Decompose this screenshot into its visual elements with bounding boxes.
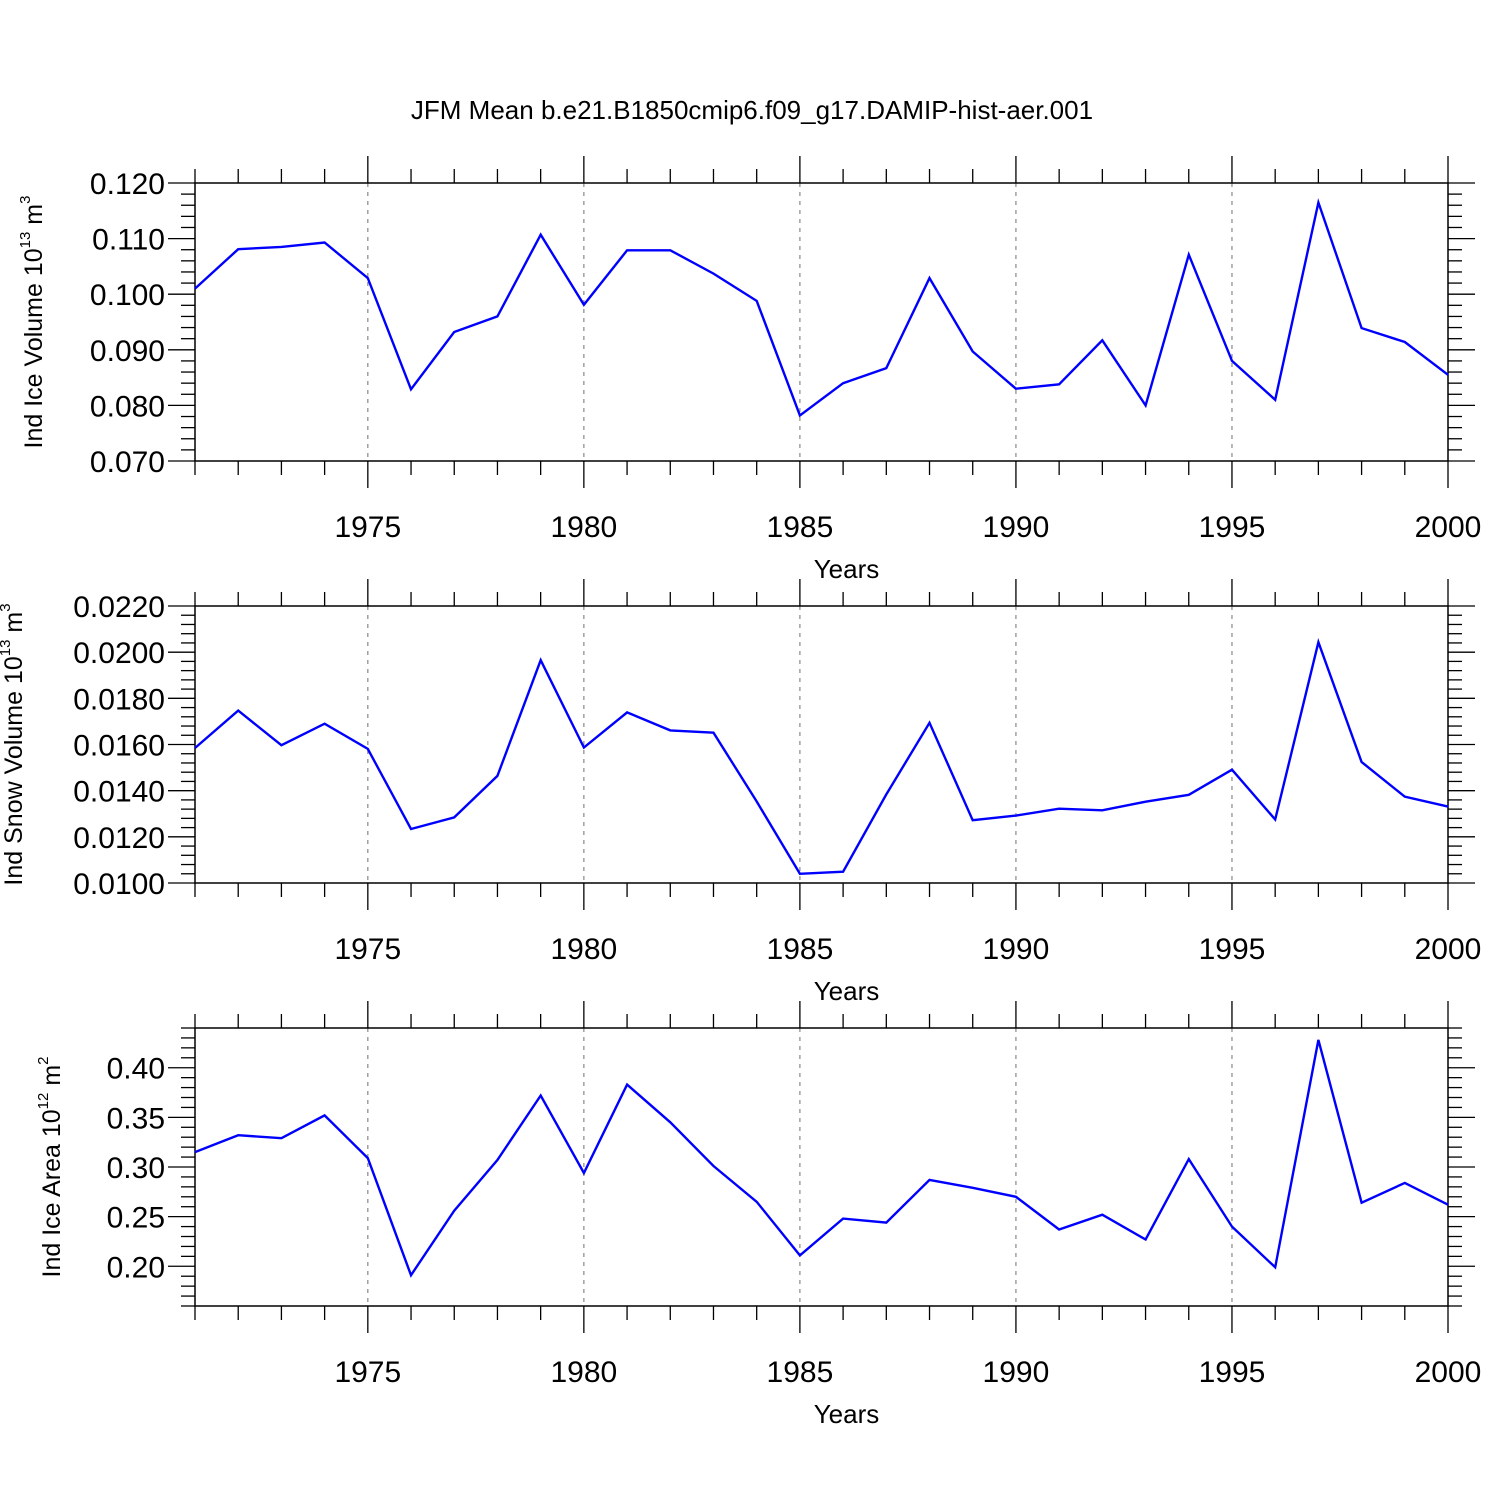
x-axis-label: Years (814, 554, 880, 584)
x-tick-label: 1990 (983, 1356, 1050, 1389)
x-tick-label: 1985 (767, 511, 834, 544)
y-axis-label: Ind Snow Volume 1013 m3 (0, 603, 28, 885)
y-tick-label: 0.120 (90, 168, 165, 201)
y-tick-label: 0.090 (90, 335, 165, 368)
y-tick-label: 0.0220 (73, 591, 165, 624)
x-tick-label: 2000 (1415, 511, 1482, 544)
series-line (194, 198, 1449, 418)
x-tick-label: 1980 (550, 933, 617, 966)
x-tick-label: 1975 (334, 511, 401, 544)
chart-panel-ice-area: 0.20 0.25 0.30 0.35 0.40 1975 1980 1985 1990 1995… (35, 1001, 1481, 1429)
y-tick-label: 0.30 (107, 1152, 165, 1185)
y-axis-label: Ind Ice Area 1012 m2 (35, 1057, 66, 1278)
x-tick-label: 1990 (983, 933, 1050, 966)
tick-marks (168, 579, 1475, 910)
chart-panel-snow-volume: 0.0100 0.0120 0.0140 0.0160 0.0180 0.0200 0.02… (0, 579, 1481, 1006)
x-tick-label: 1975 (334, 1356, 401, 1389)
series-line (194, 638, 1449, 876)
y-axis-label: Ind Ice Volume 1013 m3 (17, 196, 48, 449)
y-tick-label: 0.0160 (73, 730, 165, 763)
x-tick-label: 1985 (767, 1356, 834, 1389)
x-tick-label: 2000 (1415, 933, 1482, 966)
y-tick-label: 0.0100 (73, 868, 165, 901)
x-tick-label: 1995 (1199, 1356, 1266, 1389)
y-tick-label: 0.40 (107, 1053, 165, 1086)
y-tick-label: 0.0200 (73, 637, 165, 670)
x-tick-label: 1980 (550, 511, 617, 544)
x-tick-label: 2000 (1415, 1356, 1482, 1389)
x-tick-label: 1980 (550, 1356, 617, 1389)
y-tick-label: 0.080 (90, 390, 165, 423)
y-tick-label: 0.0140 (73, 776, 165, 809)
x-tick-label: 1995 (1199, 933, 1266, 966)
y-tick-label: 0.35 (107, 1102, 165, 1135)
y-tick-label: 0.20 (107, 1251, 165, 1284)
y-tick-label: 0.110 (92, 224, 165, 257)
chart-title: JFM Mean b.e21.B1850cmip6.f09_g17.DAMIP-… (411, 95, 1093, 125)
x-tick-label: 1990 (983, 511, 1050, 544)
tick-marks (168, 1001, 1475, 1333)
x-axis-label: Years (814, 976, 880, 1006)
y-tick-label: 0.0180 (73, 683, 165, 716)
y-tick-label: 0.100 (90, 279, 165, 312)
x-tick-label: 1975 (334, 933, 401, 966)
x-tick-label: 1985 (767, 933, 834, 966)
plot-frame (194, 1027, 1449, 1307)
y-tick-label: 0.070 (90, 446, 165, 479)
y-tick-label: 0.25 (107, 1202, 165, 1235)
x-axis-label: Years (814, 1399, 880, 1429)
plot-frame (194, 605, 1449, 884)
series-line (194, 1039, 1449, 1278)
tick-marks (168, 156, 1475, 488)
x-tick-label: 1995 (1199, 511, 1266, 544)
plot-frame (194, 182, 1449, 462)
y-tick-label: 0.0120 (73, 822, 165, 855)
chart-panel-ice-volume: 0.070 0.080 0.090 0.100 0.110 0.120 1975 1980 19… (17, 156, 1481, 584)
